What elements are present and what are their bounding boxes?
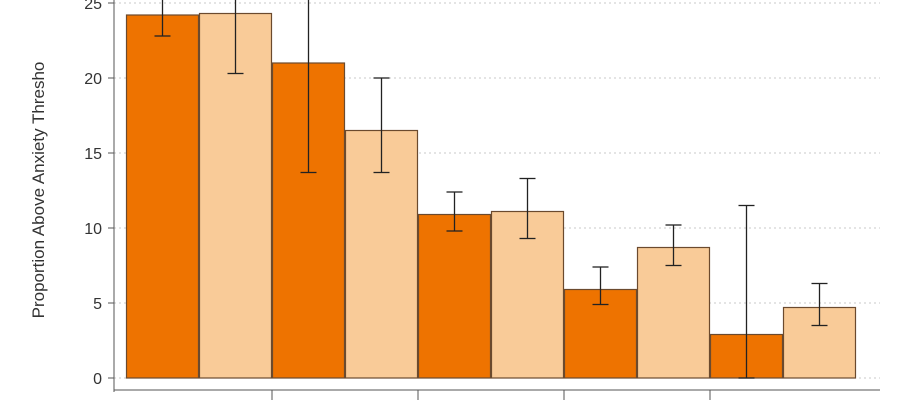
axes: 0 5 10 15 20 25 [84,0,880,400]
y-tick-label: 25 [84,0,102,13]
bar [490,210,565,379]
error-bar [373,77,390,174]
y-tick-label: 0 [93,371,102,388]
error-bar [227,0,244,75]
bar [636,246,711,379]
error-bar [592,266,609,306]
bar [417,213,492,379]
bar [198,12,273,379]
error-bar [811,282,828,327]
error-bar [300,0,317,174]
error-bar [665,224,682,267]
error-bar [446,191,463,232]
bar [125,14,200,379]
error-bar [738,204,755,379]
y-tick-label: 10 [84,221,102,238]
error-bars [154,0,828,379]
error-bar [154,0,171,37]
y-axis-title: Proportion Above Anxiety Thresho [29,62,48,319]
y-tick-label: 15 [84,146,102,163]
y-tick-label: 20 [84,71,102,88]
error-bar [519,177,536,240]
y-tick-label: 5 [93,296,102,313]
